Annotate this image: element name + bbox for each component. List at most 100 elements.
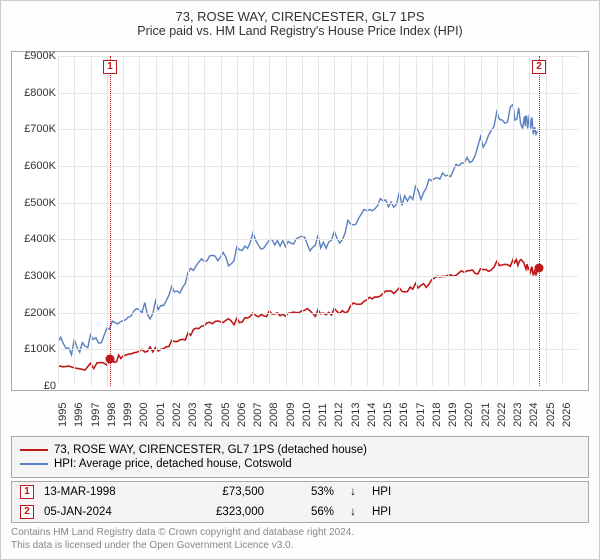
- gridline-v: [286, 56, 287, 386]
- gridline-v: [237, 56, 238, 386]
- transaction-suffix: HPI: [372, 486, 391, 498]
- y-tick-label: £700K: [14, 123, 56, 135]
- gridline-v: [513, 56, 514, 386]
- gridline-v: [139, 56, 140, 386]
- gridline-v: [481, 56, 482, 386]
- x-tick-label: 2014: [366, 403, 368, 427]
- y-tick-label: £200K: [14, 307, 56, 319]
- x-tick-label: 2022: [496, 403, 498, 427]
- gridline-v: [367, 56, 368, 386]
- legend-panel: 73, ROSE WAY, CIRENCESTER, GL7 1PS (deta…: [11, 436, 589, 478]
- x-tick-label: 1999: [122, 403, 124, 427]
- y-tick-label: £0: [14, 380, 56, 392]
- transaction-price: £73,500: [174, 486, 264, 498]
- x-tick-label: 2012: [333, 403, 335, 427]
- gridline-v: [562, 56, 563, 386]
- gridline-v: [383, 56, 384, 386]
- x-tick-label: 1997: [90, 403, 92, 427]
- transaction-marker: 2: [20, 505, 34, 519]
- marker-dot-2: [536, 264, 543, 271]
- gridline-v: [448, 56, 449, 386]
- legend-label: HPI: Average price, detached house, Cots…: [54, 458, 292, 470]
- transaction-marker: 1: [20, 485, 34, 499]
- transactions-panel: 1 13-MAR-1998 £73,500 53% ↓ HPI 2 05-JAN-2024 £3…: [11, 481, 589, 523]
- gridline-v: [172, 56, 173, 386]
- plot-area: 12: [58, 56, 578, 386]
- transaction-date: 13-MAR-1998: [44, 486, 164, 498]
- x-tick-label: 1998: [106, 403, 108, 427]
- gridline-v: [351, 56, 352, 386]
- x-tick-label: 2016: [398, 403, 400, 427]
- gridline-v: [399, 56, 400, 386]
- marker-line-2: [539, 56, 540, 386]
- chart-panel: 12 £0£100K£200K£300K£400K£500K£600K£700K…: [11, 51, 589, 391]
- x-tick-label: 2003: [187, 403, 189, 427]
- x-tick-label: 2011: [317, 403, 319, 427]
- x-tick-label: 2001: [155, 403, 157, 427]
- x-tick-label: 2008: [268, 403, 270, 427]
- marker-line-1: [110, 56, 111, 386]
- gridline-v: [221, 56, 222, 386]
- x-tick-label: 2021: [480, 403, 482, 427]
- x-tick-label: 2010: [301, 403, 303, 427]
- x-tick-label: 2013: [350, 403, 352, 427]
- x-tick-label: 2000: [138, 403, 140, 427]
- gridline-v: [269, 56, 270, 386]
- footnote-line1: Contains HM Land Registry data © Crown c…: [11, 527, 589, 540]
- gridline-v: [416, 56, 417, 386]
- x-tick-label: 2025: [545, 403, 547, 427]
- y-tick-label: £100K: [14, 343, 56, 355]
- transaction-date: 05-JAN-2024: [44, 506, 164, 518]
- marker-box-1: 1: [103, 60, 117, 74]
- y-tick-label: £600K: [14, 160, 56, 172]
- gridline-v: [529, 56, 530, 386]
- x-tick-label: 2018: [431, 403, 433, 427]
- transaction-pct: 56%: [274, 506, 334, 518]
- transaction-row: 1 13-MAR-1998 £73,500 53% ↓ HPI: [12, 482, 588, 502]
- gridline-v: [497, 56, 498, 386]
- x-tick-label: 2023: [512, 403, 514, 427]
- transaction-price: £323,000: [174, 506, 264, 518]
- gridline-v: [123, 56, 124, 386]
- legend-item: HPI: Average price, detached house, Cots…: [20, 458, 580, 470]
- gridline-v: [253, 56, 254, 386]
- x-tick-label: 2004: [203, 403, 205, 427]
- x-axis-labels: 1995 1996 1997 1998 1999 2000 2001 2002 2003 2004…: [57, 395, 579, 433]
- x-tick-label: 2015: [382, 403, 384, 427]
- x-tick-label: 2007: [252, 403, 254, 427]
- transaction-pct: 53%: [274, 486, 334, 498]
- down-arrow-icon: ↓: [344, 506, 362, 518]
- gridline-v: [204, 56, 205, 386]
- x-tick-label: 2020: [463, 403, 465, 427]
- gridline-v: [74, 56, 75, 386]
- x-tick-label: 2024: [528, 403, 530, 427]
- x-tick-label: 1995: [57, 403, 59, 427]
- legend-label: 73, ROSE WAY, CIRENCESTER, GL7 1PS (deta…: [54, 444, 367, 456]
- legend-swatch: [20, 463, 48, 465]
- transaction-suffix: HPI: [372, 506, 391, 518]
- gridline-v: [188, 56, 189, 386]
- y-tick-label: £900K: [14, 50, 56, 62]
- transaction-row: 2 05-JAN-2024 £323,000 56% ↓ HPI: [12, 502, 588, 522]
- series-hpi: [58, 104, 537, 354]
- footnote: Contains HM Land Registry data © Crown c…: [11, 527, 589, 552]
- x-tick-label: 2006: [236, 403, 238, 427]
- y-tick-label: £400K: [14, 233, 56, 245]
- footnote-line2: This data is licensed under the Open Gov…: [11, 540, 589, 553]
- gridline-v: [432, 56, 433, 386]
- gridline-v: [107, 56, 108, 386]
- y-tick-label: £800K: [14, 87, 56, 99]
- x-tick-label: 2002: [171, 403, 173, 427]
- marker-box-2: 2: [532, 60, 546, 74]
- x-tick-label: 2026: [561, 403, 563, 427]
- y-tick-label: £500K: [14, 197, 56, 209]
- marker-dot-1: [107, 356, 114, 363]
- down-arrow-icon: ↓: [344, 486, 362, 498]
- gridline-v: [58, 56, 59, 386]
- legend-swatch: [20, 449, 48, 451]
- x-tick-label: 1996: [73, 403, 75, 427]
- gridline-v: [91, 56, 92, 386]
- gridline-v: [546, 56, 547, 386]
- gridline-v: [334, 56, 335, 386]
- gridline-v: [156, 56, 157, 386]
